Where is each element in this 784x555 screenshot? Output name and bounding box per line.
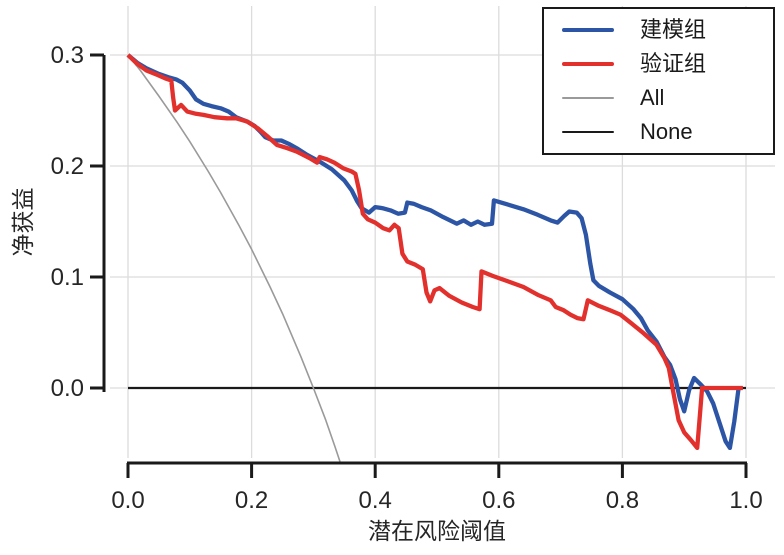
legend-line-swatch-validation-group: [562, 62, 614, 66]
legend-label-none: None: [640, 119, 693, 144]
series-line-all: [127, 54, 342, 464]
series-line-validation-group: [126, 53, 743, 451]
legend: 建模组 验证组 All None: [542, 7, 775, 155]
legend-item-all: All: [544, 81, 773, 115]
x-axis-title: 潜在风险阈值: [368, 518, 506, 544]
y-axis-title: 净获益: [10, 187, 36, 257]
legend-item-model-group: 建模组: [544, 13, 773, 47]
legend-item-validation-group: 验证组: [544, 47, 773, 81]
x-tick-label: 0.8: [606, 487, 639, 514]
x-tick-label: 0.6: [482, 487, 515, 514]
x-tick-label: 0.0: [111, 487, 144, 514]
legend-label-model-group: 建模组: [640, 17, 707, 42]
x-tick-label: 0.4: [359, 487, 392, 514]
y-tick-label: 0.3: [51, 42, 84, 69]
legend-line-swatch-none: [562, 131, 614, 133]
y-tick-label: 0.0: [51, 375, 84, 402]
legend-line-swatch-model-group: [562, 28, 614, 32]
y-tick-label: 0.2: [51, 153, 84, 180]
x-tick-label: 0.2: [235, 487, 268, 514]
legend-label-validation-group: 验证组: [640, 51, 707, 76]
legend-line-swatch-all: [562, 97, 614, 99]
legend-item-none: None: [544, 115, 773, 149]
x-tick-label: 1.0: [729, 487, 762, 514]
y-tick-label: 0.1: [51, 264, 84, 291]
legend-label-all: All: [640, 85, 665, 110]
